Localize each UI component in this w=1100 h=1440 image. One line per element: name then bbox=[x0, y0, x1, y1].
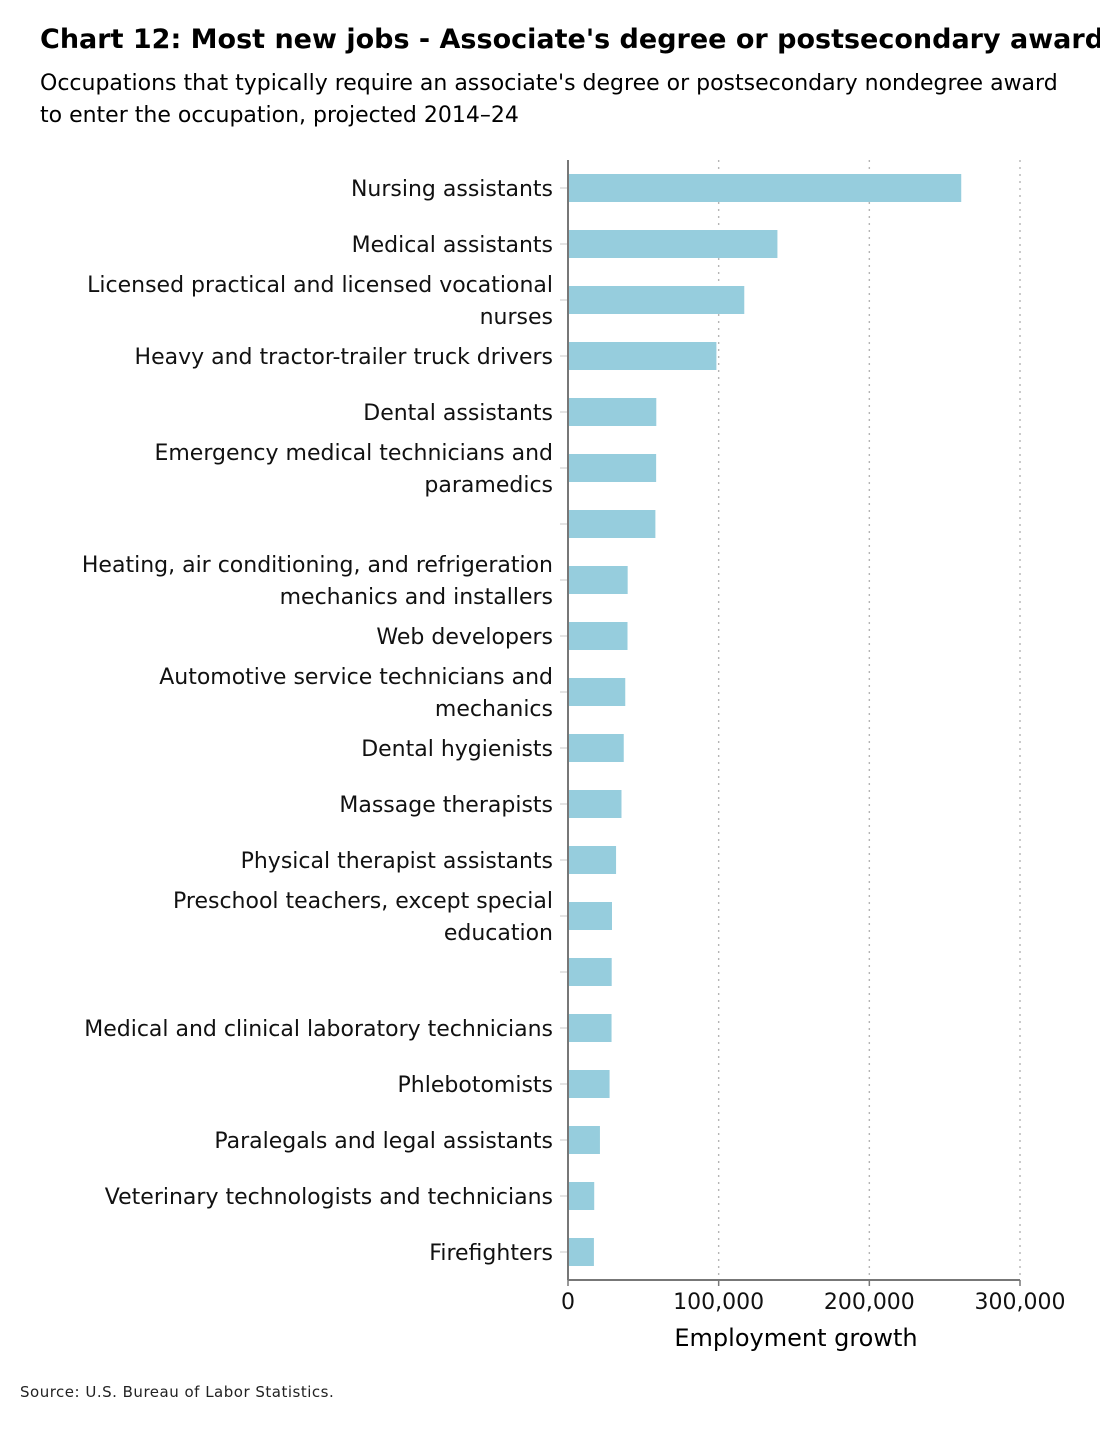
bar bbox=[569, 1126, 600, 1154]
category-label: Heating, air conditioning, and refrigera… bbox=[82, 553, 553, 610]
bar bbox=[569, 510, 656, 538]
category-label: Heavy and tractor-trailer truck drivers bbox=[135, 345, 553, 370]
category-label: Veterinary technologists and technicians bbox=[105, 1185, 553, 1210]
bar bbox=[569, 1070, 610, 1098]
bar bbox=[569, 958, 612, 986]
category-label: Dental hygienists bbox=[361, 737, 553, 762]
x-tick-label: 300,000 bbox=[975, 1290, 1066, 1315]
x-tick-label: 200,000 bbox=[824, 1290, 915, 1315]
bar bbox=[569, 398, 657, 426]
category-label: Emergency medical technicians and paramed… bbox=[154, 441, 553, 498]
x-tick-label: 0 bbox=[561, 1290, 575, 1315]
category-label: Automotive service technicians and mechan… bbox=[159, 665, 553, 722]
bar bbox=[569, 622, 628, 650]
bar bbox=[569, 230, 778, 258]
category-label: Medical and clinical laboratory technici… bbox=[84, 1017, 553, 1042]
bar bbox=[569, 454, 657, 482]
bar bbox=[569, 1014, 612, 1042]
bar bbox=[569, 342, 717, 370]
bar bbox=[569, 566, 628, 594]
bar bbox=[569, 174, 962, 202]
bar bbox=[569, 678, 626, 706]
category-label: Licensed practical and licensed vocation… bbox=[87, 273, 553, 330]
category-label: Preschool teachers, except special educat… bbox=[173, 889, 553, 946]
chart-title: Chart 12: Most new jobs - Associate's de… bbox=[40, 24, 1100, 55]
category-label: Dental assistants bbox=[363, 401, 553, 426]
category-label: Massage therapists bbox=[339, 793, 553, 818]
category-label: Physical therapist assistants bbox=[241, 849, 553, 874]
x-axis-label: Employment growth bbox=[674, 1324, 917, 1352]
bar bbox=[569, 846, 617, 874]
bar bbox=[569, 734, 624, 762]
chart-subtitle: Occupations that typically require an as… bbox=[40, 71, 1058, 128]
bar bbox=[569, 286, 745, 314]
bar bbox=[569, 1182, 595, 1210]
x-tick-label: 100,000 bbox=[673, 1290, 764, 1315]
category-label: Medical assistants bbox=[352, 233, 553, 258]
category-label: Firefighters bbox=[429, 1241, 553, 1266]
bar bbox=[569, 790, 622, 818]
category-label: Paralegals and legal assistants bbox=[214, 1129, 553, 1154]
bar bbox=[569, 1238, 594, 1266]
source-note: Source: U.S. Bureau of Labor Statistics. bbox=[20, 1383, 335, 1401]
category-label: Phlebotomists bbox=[398, 1073, 553, 1098]
category-label: Nursing assistants bbox=[351, 177, 553, 202]
category-label: Web developers bbox=[376, 625, 553, 650]
bar bbox=[569, 902, 612, 930]
